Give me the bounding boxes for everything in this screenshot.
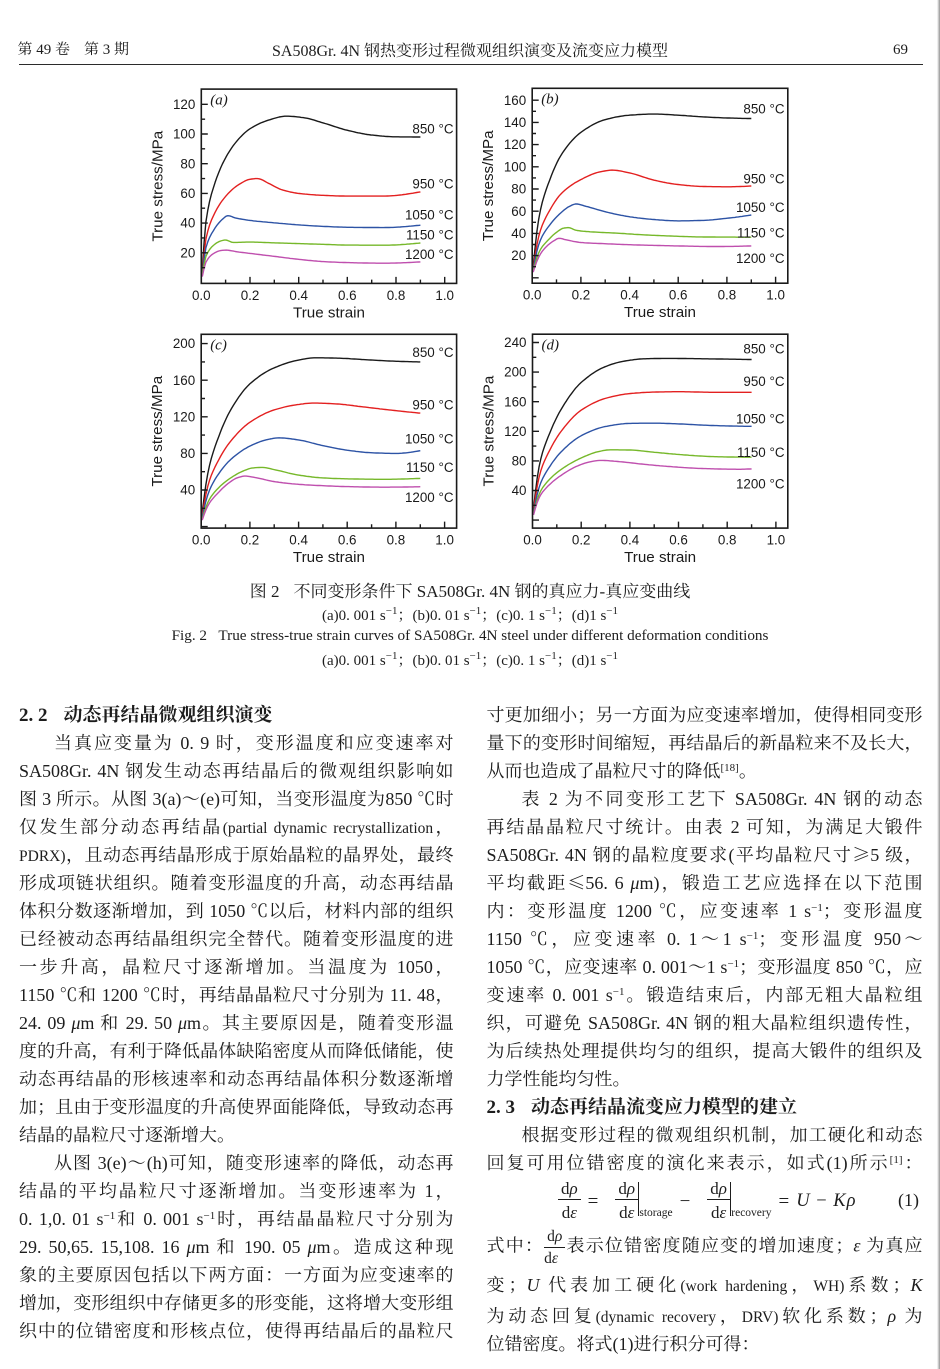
svg-text:200: 200: [173, 336, 195, 351]
svg-text:0.2: 0.2: [572, 533, 591, 548]
svg-text:0.8: 0.8: [387, 533, 406, 548]
svg-text:0.2: 0.2: [241, 533, 260, 548]
svg-text:0.2: 0.2: [572, 288, 591, 303]
svg-text:True strain: True strain: [293, 304, 365, 321]
svg-text:20: 20: [180, 245, 195, 260]
svg-text:160: 160: [504, 93, 526, 108]
svg-text:True strain: True strain: [624, 549, 696, 566]
svg-text:100: 100: [504, 159, 526, 174]
svg-text:1200 °C: 1200 °C: [736, 477, 785, 492]
svg-text:160: 160: [173, 373, 195, 388]
svg-text:80: 80: [180, 446, 195, 461]
svg-text:0.6: 0.6: [669, 533, 688, 548]
svg-text:20: 20: [511, 248, 526, 263]
svg-text:120: 120: [504, 424, 526, 439]
svg-text:0.0: 0.0: [523, 288, 542, 303]
svg-text:(c): (c): [210, 338, 227, 354]
svg-text:80: 80: [512, 454, 527, 469]
svg-text:(d): (d): [542, 338, 560, 354]
svg-text:1050 °C: 1050 °C: [405, 431, 454, 446]
svg-text:1150 °C: 1150 °C: [737, 445, 785, 460]
svg-text:0.4: 0.4: [620, 288, 639, 303]
svg-text:200: 200: [504, 365, 526, 380]
svg-text:40: 40: [180, 216, 195, 231]
svg-text:True strain: True strain: [624, 304, 696, 321]
svg-text:1.0: 1.0: [435, 533, 454, 548]
svg-text:850 °C: 850 °C: [412, 345, 453, 360]
svg-text:240: 240: [504, 335, 526, 350]
svg-text:0.8: 0.8: [718, 533, 737, 548]
svg-text:1200 °C: 1200 °C: [405, 247, 454, 262]
svg-text:1150 °C: 1150 °C: [737, 226, 785, 241]
svg-text:140: 140: [504, 115, 526, 130]
svg-text:0.6: 0.6: [338, 288, 357, 303]
svg-text:120: 120: [504, 137, 526, 152]
svg-text:950 °C: 950 °C: [743, 172, 784, 187]
svg-text:0.8: 0.8: [718, 288, 737, 303]
svg-text:0.2: 0.2: [241, 288, 260, 303]
svg-text:1200 °C: 1200 °C: [405, 490, 454, 505]
svg-text:0.6: 0.6: [669, 288, 688, 303]
svg-text:850 °C: 850 °C: [412, 122, 453, 137]
svg-text:1150 °C: 1150 °C: [406, 460, 454, 475]
svg-text:1050 °C: 1050 °C: [405, 208, 454, 223]
svg-text:160: 160: [504, 394, 526, 409]
svg-text:0.4: 0.4: [289, 533, 308, 548]
svg-text:1.0: 1.0: [767, 533, 786, 548]
svg-text:120: 120: [173, 409, 195, 424]
svg-text:True stress/MPa: True stress/MPa: [149, 130, 166, 241]
svg-text:100: 100: [173, 127, 195, 142]
svg-text:0.4: 0.4: [621, 533, 640, 548]
svg-text:0.4: 0.4: [289, 288, 308, 303]
svg-text:True stress/MPa: True stress/MPa: [480, 130, 497, 241]
svg-text:120: 120: [173, 97, 195, 112]
svg-text:80: 80: [180, 156, 195, 171]
svg-text:1050 °C: 1050 °C: [736, 412, 785, 427]
svg-text:True stress/MPa: True stress/MPa: [481, 375, 498, 486]
svg-text:60: 60: [180, 186, 195, 201]
svg-text:0.6: 0.6: [338, 533, 357, 548]
svg-text:0.0: 0.0: [523, 533, 542, 548]
svg-text:(a): (a): [210, 93, 228, 109]
svg-text:950 °C: 950 °C: [412, 398, 453, 413]
svg-text:True stress/MPa: True stress/MPa: [149, 375, 166, 486]
svg-text:40: 40: [512, 483, 527, 498]
svg-text:0.8: 0.8: [387, 288, 406, 303]
svg-text:850 °C: 850 °C: [743, 101, 784, 116]
svg-text:40: 40: [180, 483, 195, 498]
svg-text:950 °C: 950 °C: [412, 176, 453, 191]
svg-text:(b): (b): [541, 92, 559, 108]
svg-text:80: 80: [511, 182, 526, 197]
svg-text:True strain: True strain: [293, 549, 365, 566]
svg-text:40: 40: [511, 226, 526, 241]
svg-text:850 °C: 850 °C: [743, 341, 784, 356]
svg-text:1.0: 1.0: [766, 288, 785, 303]
svg-text:0.0: 0.0: [192, 533, 211, 548]
svg-text:1150 °C: 1150 °C: [406, 227, 454, 242]
svg-text:1050 °C: 1050 °C: [736, 200, 785, 215]
svg-text:1200 °C: 1200 °C: [736, 251, 785, 266]
svg-text:0.0: 0.0: [192, 288, 211, 303]
svg-text:60: 60: [511, 204, 526, 219]
svg-text:950 °C: 950 °C: [743, 374, 784, 389]
svg-text:1.0: 1.0: [435, 288, 454, 303]
